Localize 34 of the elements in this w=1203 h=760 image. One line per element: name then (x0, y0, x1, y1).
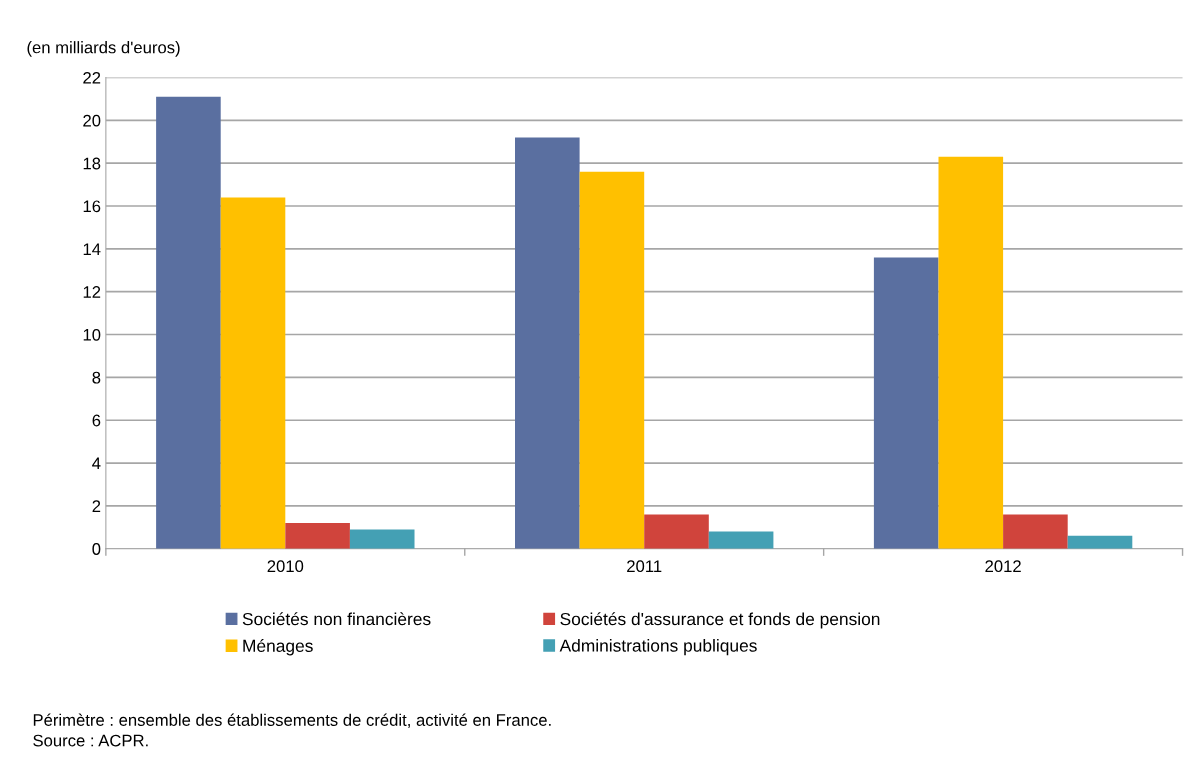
bar (873, 257, 939, 549)
bar (938, 156, 1004, 549)
bar (285, 523, 350, 549)
legend-label: Administrations publiques (559, 639, 757, 656)
bar (708, 531, 774, 549)
bar (1003, 514, 1068, 549)
y-tick-label: 6 (92, 414, 101, 427)
bar (349, 529, 415, 549)
y-tick-label: 2 (92, 500, 101, 512)
text: Périmètre : ensemble des établissements de crédit, activité en France. (33, 713, 551, 728)
bar (515, 137, 580, 549)
y-tick-label: 16 (83, 200, 101, 213)
bar (644, 514, 709, 549)
y-tick-label: 10 (83, 328, 101, 341)
source-note: Source : ACPR. (33, 734, 148, 747)
legend-label: Ménages (243, 639, 313, 656)
y-tick-label: 0 (92, 543, 101, 555)
y-tick-label: 12 (83, 286, 101, 298)
y-tick-label: 8 (92, 371, 101, 384)
y-axis-title: (en milliards d'euros) (27, 41, 180, 57)
y-tick-label: 4 (92, 457, 101, 470)
legend-label: Sociétés non financières (242, 612, 431, 626)
y-tick-label: 14 (83, 243, 101, 255)
y-tick-label: 18 (83, 157, 101, 170)
x-tick-label: 2010 (267, 560, 304, 573)
bar (156, 96, 221, 549)
legend-label: Sociétés d'assurance et fonds de pension (560, 612, 880, 629)
bar (1067, 535, 1133, 549)
y-tick-label: 20 (83, 114, 101, 127)
x-tick-label: 2012 (985, 560, 1021, 573)
bar (579, 171, 645, 549)
y-tick-label: 22 (83, 71, 101, 84)
x-tick-label: 2011 (627, 560, 662, 573)
bar (220, 197, 286, 549)
